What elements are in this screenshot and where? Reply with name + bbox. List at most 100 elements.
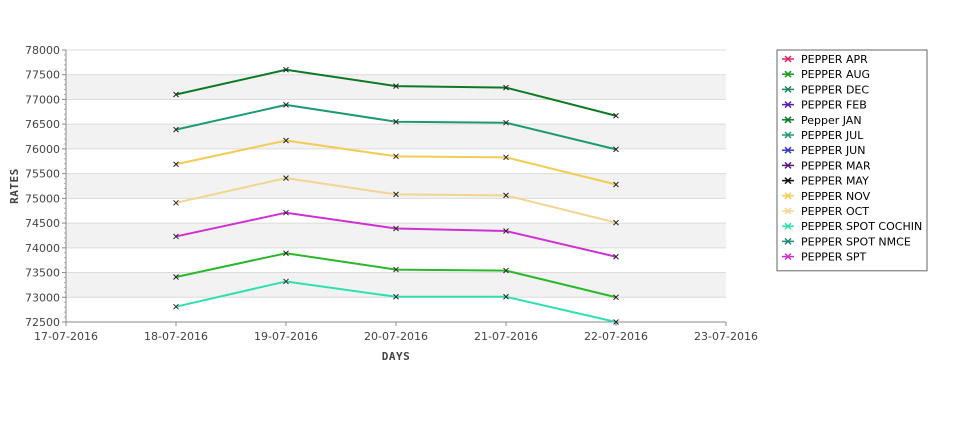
point-mark-stroke bbox=[503, 267, 509, 274]
data-point bbox=[503, 293, 509, 300]
point-mark-stroke bbox=[173, 91, 179, 98]
plot-background bbox=[66, 49, 726, 323]
data-point bbox=[173, 126, 179, 133]
legend-x-icon bbox=[784, 237, 792, 245]
y-tick-label: 75500 bbox=[25, 168, 60, 181]
legend: PEPPER APR PEPPER AUG PEPPER DEC PEPPER FEB… bbox=[776, 49, 928, 272]
legend-x-icon bbox=[784, 101, 792, 109]
data-point bbox=[283, 102, 289, 108]
point-mark-stroke bbox=[503, 119, 509, 126]
point-mark-stroke bbox=[503, 293, 509, 300]
data-point bbox=[503, 192, 509, 199]
point-mark-stroke bbox=[393, 83, 399, 89]
x-tick-label: 22-07-2016 bbox=[584, 330, 648, 343]
y-tick-label: 76500 bbox=[25, 118, 60, 131]
point-mark-stroke bbox=[173, 161, 179, 168]
data-point bbox=[283, 66, 289, 73]
series-markers bbox=[173, 66, 619, 325]
data-point bbox=[503, 119, 509, 126]
legend-item: PEPPER AUG bbox=[782, 68, 870, 81]
legend-item: PEPPER SPOT NMCE bbox=[782, 235, 911, 248]
legend-item: PEPPER MAR bbox=[782, 159, 871, 172]
data-point bbox=[173, 233, 179, 240]
legend-x-icon bbox=[784, 131, 792, 139]
point-mark-stroke bbox=[173, 274, 179, 280]
data-point bbox=[393, 191, 399, 198]
x-tick-label: 17-07-2016 bbox=[34, 330, 98, 343]
legend-item: PEPPER FEB bbox=[782, 99, 867, 112]
legend-label: PEPPER OCT bbox=[801, 205, 869, 218]
legend-label: PEPPER AUG bbox=[801, 68, 870, 81]
legend-label: PEPPER JUN bbox=[801, 144, 865, 157]
x-tick-label: 18-07-2016 bbox=[144, 330, 208, 343]
grid-band bbox=[66, 272, 726, 298]
legend-x-icon bbox=[784, 161, 792, 169]
point-mark-stroke bbox=[173, 233, 179, 240]
data-point bbox=[393, 83, 399, 89]
y-tick-label: 74000 bbox=[25, 242, 60, 255]
y-tick-label: 78000 bbox=[25, 44, 60, 57]
data-point bbox=[173, 274, 179, 280]
point-mark-stroke bbox=[393, 225, 399, 232]
data-point bbox=[393, 266, 399, 273]
legend-x-icon bbox=[784, 222, 792, 230]
point-mark-stroke bbox=[283, 209, 289, 216]
point-mark-stroke bbox=[613, 112, 619, 119]
point-mark-stroke bbox=[613, 294, 619, 301]
data-point bbox=[613, 253, 619, 260]
data-point bbox=[173, 161, 179, 168]
point-mark-stroke bbox=[173, 126, 179, 133]
point-mark-stroke bbox=[503, 84, 509, 91]
data-point bbox=[283, 137, 289, 144]
data-point bbox=[393, 153, 399, 160]
data-point bbox=[283, 209, 289, 216]
point-mark-stroke bbox=[613, 319, 619, 325]
y-tick-label: 73000 bbox=[25, 291, 60, 304]
data-point bbox=[613, 319, 619, 325]
data-point bbox=[283, 175, 289, 181]
grid-band bbox=[66, 124, 726, 149]
y-axis: 72500 73000 73500 74000 74500 75000 75500 76000… bbox=[25, 44, 67, 329]
legend-item: PEPPER SPOT COCHIN bbox=[782, 220, 922, 233]
data-point bbox=[393, 118, 399, 125]
point-mark-stroke bbox=[613, 219, 619, 226]
x-tick-label: 21-07-2016 bbox=[474, 330, 538, 343]
data-point bbox=[173, 303, 179, 310]
grid-band bbox=[66, 223, 726, 248]
point-mark-stroke bbox=[283, 102, 289, 108]
data-point bbox=[613, 294, 619, 301]
point-mark-stroke bbox=[613, 146, 619, 153]
legend-x-icon bbox=[784, 146, 792, 154]
point-mark-stroke bbox=[503, 154, 509, 161]
legend-item: PEPPER MAY bbox=[782, 175, 869, 188]
legend-label: PEPPER MAY bbox=[801, 175, 869, 188]
point-mark-stroke bbox=[173, 303, 179, 310]
point-mark-stroke bbox=[503, 228, 509, 234]
legend-label: PEPPER NOV bbox=[801, 190, 871, 203]
point-mark-stroke bbox=[613, 181, 619, 188]
legend-item: PEPPER NOV bbox=[782, 190, 871, 203]
data-point bbox=[503, 154, 509, 161]
y-tick-label: 73500 bbox=[25, 267, 60, 280]
legend-item: PEPPER SPT bbox=[782, 251, 867, 264]
legend-label: PEPPER DEC bbox=[801, 83, 869, 96]
legend-label: PEPPER SPT bbox=[801, 251, 867, 264]
x-tick-label: 19-07-2016 bbox=[254, 330, 318, 343]
point-mark-stroke bbox=[503, 192, 509, 199]
y-tick-label: 77500 bbox=[25, 69, 60, 82]
legend-x-icon bbox=[784, 55, 792, 63]
x-axis: 17-07-2016 18-07-2016 19-07-2016 20-07-2016… bbox=[34, 321, 758, 343]
data-point bbox=[613, 112, 619, 119]
legend-label: PEPPER APR bbox=[801, 53, 868, 66]
y-tick-label: 74500 bbox=[25, 217, 60, 230]
legend-x-icon bbox=[784, 207, 792, 215]
legend-item: PEPPER JUN bbox=[782, 144, 865, 157]
legend-item: PEPPER OCT bbox=[782, 205, 869, 218]
legend-x-icon bbox=[784, 116, 792, 124]
legend-label: PEPPER SPOT COCHIN bbox=[801, 220, 922, 233]
legend-box bbox=[776, 49, 928, 272]
data-point bbox=[503, 267, 509, 274]
point-mark-stroke bbox=[393, 266, 399, 273]
point-mark-stroke bbox=[283, 175, 289, 181]
